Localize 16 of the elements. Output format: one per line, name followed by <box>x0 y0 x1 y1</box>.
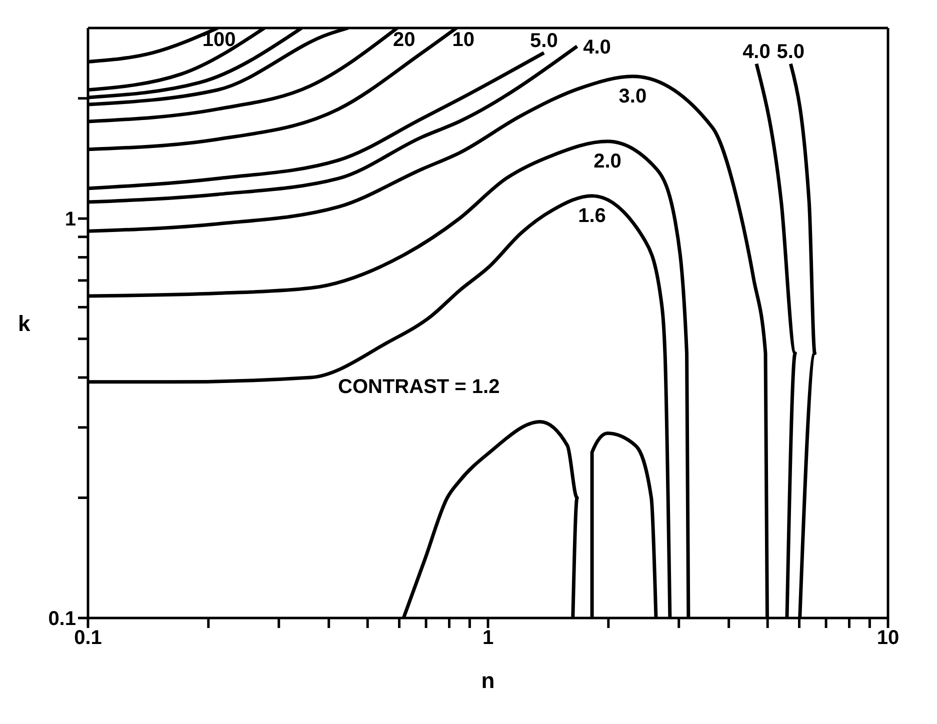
series-label: 5.0 <box>776 40 805 63</box>
series-label: 2.0 <box>594 150 622 173</box>
series-label: 100 <box>202 29 236 51</box>
series-label: 5.0 <box>530 30 558 52</box>
y-axis-title: k <box>18 310 31 336</box>
series-label: 4.0 <box>742 40 770 63</box>
series-label: 20 <box>392 29 416 51</box>
x-tick-label: 10 <box>876 627 900 650</box>
series-label: 1.6 <box>578 205 606 228</box>
x-axis-title: n <box>481 668 495 693</box>
series-label: 3.0 <box>618 86 647 108</box>
series-label: 4.0 <box>583 36 611 58</box>
x-tick-label: 1 <box>482 627 494 650</box>
x-tick-label: 0.1 <box>74 627 102 650</box>
annotation: CONTRAST = 1.2 <box>338 376 500 398</box>
series-label: 10 <box>452 29 474 51</box>
